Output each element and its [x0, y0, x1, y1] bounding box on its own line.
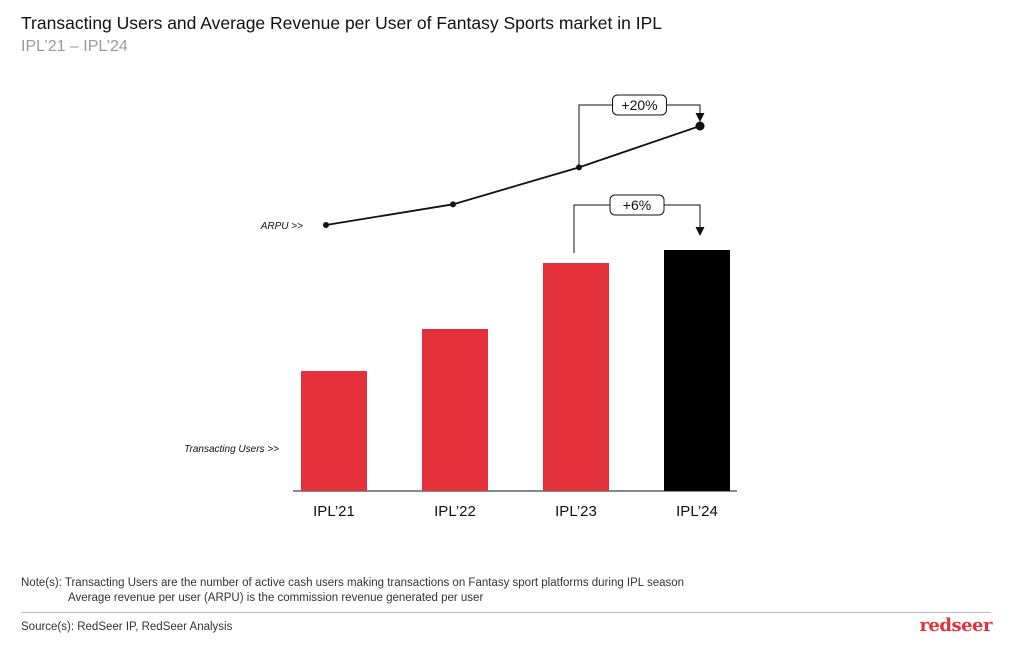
- x-tick-label-2: IPL’22: [434, 503, 476, 520]
- arpu-growth-annotation-arrowhead: [695, 113, 705, 122]
- arpu-line: [325, 125, 701, 226]
- arpu-point-1: [323, 222, 329, 228]
- arpu-growth-annotation: +20%: [578, 94, 705, 168]
- footer-divider: [21, 612, 991, 613]
- chart-subtitle: IPL’21 – IPL’24: [21, 38, 128, 55]
- bar-1: [301, 371, 367, 491]
- x-tick-label-1: IPL’21: [313, 503, 355, 520]
- bar-2: [422, 329, 488, 491]
- users-growth-annotation-label-box: [609, 194, 665, 216]
- footnote: Note(s): Transacting Users are the numbe…: [21, 576, 684, 606]
- x-tick-label-4: IPL’24: [676, 503, 718, 520]
- bar-4: [664, 250, 730, 491]
- source-text: Source(s): RedSeer IP, RedSeer Analysis: [21, 621, 233, 633]
- arpu-point-2: [450, 201, 456, 208]
- series-label-transacting-users: Transacting Users >>: [184, 444, 279, 455]
- arpu-growth-annotation-label-box: [612, 94, 667, 116]
- chart: IPL’21 IPL’22 IPL’23 IPL’24 Transacting User…: [184, 94, 737, 520]
- x-tick-label-3: IPL’23: [555, 503, 597, 520]
- users-growth-annotation-arrowhead: [695, 227, 705, 236]
- bar-3: [543, 263, 609, 491]
- series-label-arpu: ARPU >>: [260, 221, 303, 232]
- arpu-point-4: [695, 121, 705, 131]
- chart-title: Transacting Users and Average Revenue pe…: [21, 13, 663, 33]
- redseer-logo: redseer: [919, 615, 992, 636]
- users-growth-annotation-label: +6%: [623, 197, 651, 213]
- footnote-line-2: Average revenue per user (ARPU) is the c…: [68, 592, 484, 604]
- users-growth-annotation: +6%: [573, 194, 705, 253]
- footnote-line-1: Note(s): Transacting Users are the numbe…: [21, 577, 685, 589]
- arpu-growth-annotation-label: +20%: [621, 97, 657, 113]
